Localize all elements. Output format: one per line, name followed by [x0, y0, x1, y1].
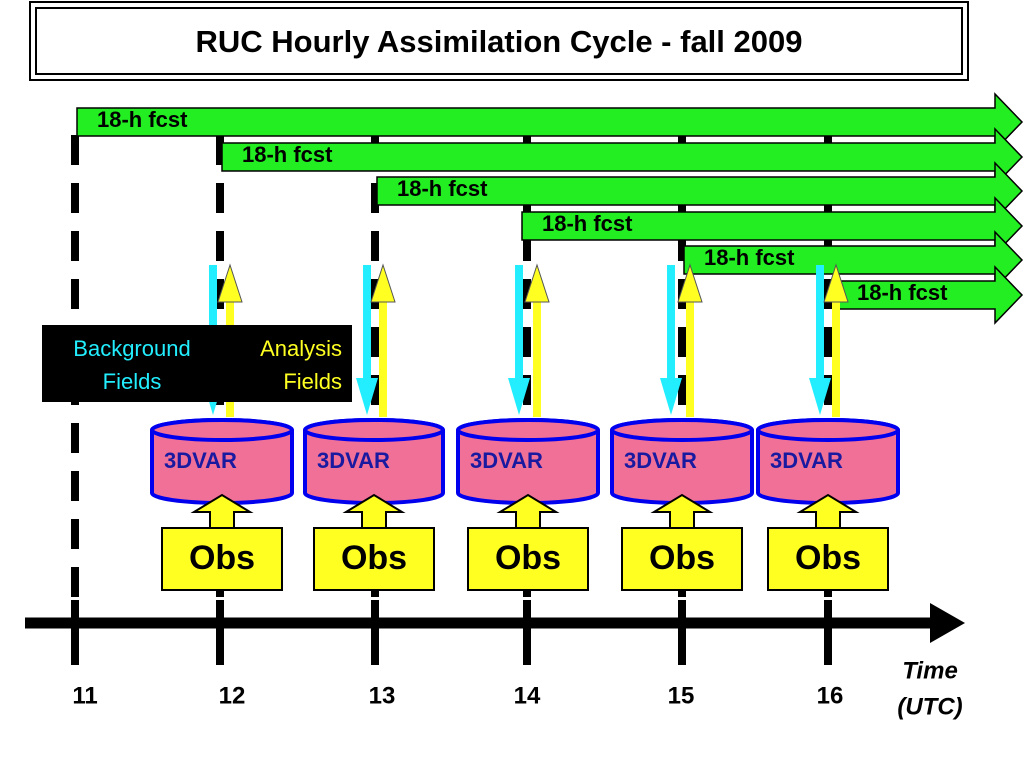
cycle-label: 3DVAR [317, 448, 390, 473]
analysis-arrow-head [823, 263, 849, 303]
cylinder-top [610, 418, 754, 442]
cycle-label: 3DVAR [624, 448, 697, 473]
background-arrow-head [356, 378, 378, 415]
analysis-arrow [379, 300, 387, 417]
background-label: Fields [103, 369, 162, 394]
background-arrow [209, 265, 217, 380]
analysis-box [222, 325, 352, 402]
title-frame [29, 1, 969, 81]
obs-box [161, 527, 283, 591]
analysis-arrow-head [677, 263, 703, 303]
time-label: 16 [817, 682, 844, 709]
analysis-label: Analysis [260, 336, 342, 361]
time-label: 14 [514, 682, 541, 709]
obs-box [767, 527, 889, 591]
background-label: Background [73, 336, 190, 361]
cycle-label: 3DVAR [164, 448, 237, 473]
time-label: 11 [72, 682, 97, 709]
obs-label: Obs [649, 539, 715, 577]
forecast-arrow [521, 196, 1024, 256]
cylinder-top [756, 418, 900, 442]
analysis-arrow-head [524, 263, 550, 303]
time-axis-head [930, 603, 965, 643]
background-arrow [515, 265, 523, 380]
forecast-label: 18-h fcst [542, 211, 633, 236]
background-arrow [667, 265, 675, 380]
background-arrow-head [508, 378, 530, 415]
axis-label: (UTC) [897, 693, 962, 720]
forecast-label: 18-h fcst [97, 107, 188, 132]
forecast-label: 18-h fcst [242, 142, 333, 167]
background-arrow [363, 265, 371, 380]
cycle-label: 3DVAR [470, 448, 543, 473]
obs-box [467, 527, 589, 591]
time-label: 13 [369, 682, 396, 709]
obs-box [313, 527, 435, 591]
forecast-label: 18-h fcst [397, 176, 488, 201]
background-arrow-head [809, 378, 831, 415]
analysis-arrow [533, 300, 541, 417]
forecast-arrow [836, 265, 1024, 325]
forecast-arrow [76, 92, 1024, 152]
forecast-arrow [376, 161, 1024, 221]
time-label: 15 [668, 682, 695, 709]
title: RUC Hourly Assimilation Cycle - fall 200… [196, 24, 803, 59]
forecast-label: 18-h fcst [857, 280, 948, 305]
cylinder-top [303, 418, 445, 442]
axis-label: Time [902, 657, 958, 684]
forecast-arrow [221, 127, 1024, 187]
background-arrow-head [660, 378, 682, 415]
forecast-arrow [683, 230, 1024, 290]
obs-label: Obs [795, 539, 861, 577]
title-frame-inner [35, 7, 963, 75]
background-box [42, 325, 222, 402]
obs-label: Obs [341, 539, 407, 577]
forecast-label: 18-h fcst [704, 245, 795, 270]
analysis-arrow [832, 300, 840, 417]
analysis-label: Fields [283, 369, 342, 394]
time-label: 12 [219, 682, 246, 709]
analysis-arrow-head [217, 263, 243, 303]
background-arrow [816, 265, 824, 380]
cylinder-top [456, 418, 600, 442]
obs-box [621, 527, 743, 591]
cylinder-top [150, 418, 294, 442]
cycle-label: 3DVAR [770, 448, 843, 473]
analysis-arrow [686, 300, 694, 417]
obs-label: Obs [189, 539, 255, 577]
obs-label: Obs [495, 539, 561, 577]
analysis-arrow-head [370, 263, 396, 303]
